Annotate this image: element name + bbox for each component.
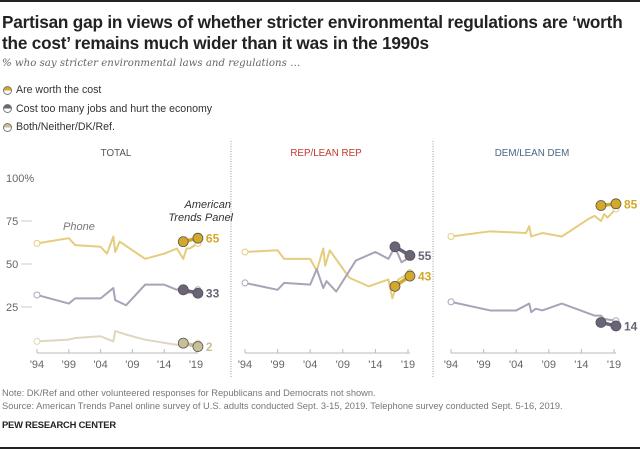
- bottom-rule: [0, 447, 640, 449]
- atp-point: [404, 270, 416, 282]
- legend-item-cost: Cost too many jobs and hurt the economy: [3, 100, 212, 119]
- x-tick-label: '94: [444, 359, 458, 371]
- x-tick-label: '19: [189, 359, 203, 371]
- x-tick-label: '09: [125, 359, 139, 371]
- end-value-label: 33: [206, 287, 220, 301]
- x-tick-label: '94: [238, 359, 252, 371]
- atp-point: [610, 198, 622, 210]
- atp-point: [389, 241, 401, 253]
- legend-label: Both/Neither/DK/Ref.: [16, 121, 115, 134]
- end-value-label: 14: [624, 319, 638, 333]
- phone-start-point: [33, 291, 41, 299]
- legend-label: Are worth the cost: [16, 84, 102, 97]
- y-tick-label: 100%: [6, 173, 34, 185]
- footnotes: Note: DK/Ref and other volunteered respo…: [2, 387, 563, 412]
- atp-point: [192, 232, 204, 244]
- phone-series-line: [244, 247, 411, 300]
- atp-point: [595, 317, 607, 328]
- half-filled-circle-icon: [3, 122, 12, 132]
- x-tick-label: '04: [303, 359, 317, 371]
- phone-series-line: [36, 283, 199, 307]
- atp-point: [610, 320, 622, 332]
- x-tick-label: '99: [62, 359, 76, 371]
- atp-point: [177, 236, 189, 248]
- phone-series-line: [36, 330, 198, 346]
- note-text: Note: DK/Ref and other volunteered respo…: [2, 388, 376, 398]
- annotation-atp: Trends Panel: [168, 212, 233, 224]
- end-value-label: 2: [206, 340, 213, 354]
- x-tick-label: '09: [336, 359, 350, 371]
- chart-subtitle: % who say stricter environmental laws an…: [2, 58, 301, 69]
- atp-point: [192, 287, 204, 299]
- phone-start-point: [33, 337, 41, 345]
- chart-title: Partisan gap in views of whether stricte…: [2, 12, 623, 53]
- x-tick-label: '99: [270, 359, 284, 371]
- atp-point: [389, 280, 401, 292]
- phone-start-point: [447, 298, 455, 306]
- panel-title: TOTAL: [101, 148, 132, 159]
- y-tick-label: 75: [6, 216, 18, 228]
- atp-point: [192, 341, 204, 352]
- x-tick-label: '04: [93, 359, 107, 371]
- atp-point: [595, 200, 607, 211]
- x-tick-label: '99: [476, 359, 490, 371]
- y-tick-label: 25: [6, 302, 18, 314]
- phone-start-point: [241, 248, 249, 256]
- brand-label: PEW RESEARCH CENTER: [2, 419, 116, 430]
- x-tick-label: '14: [157, 359, 171, 371]
- x-tick-label: '94: [30, 359, 44, 371]
- atp-point: [404, 249, 416, 261]
- source-text: Source: American Trends Panel online sur…: [2, 400, 563, 411]
- half-filled-circle-icon: [3, 104, 12, 114]
- panel-title: REP/LEAN REP: [290, 148, 362, 159]
- x-tick-label: '04: [509, 359, 523, 371]
- atp-point: [177, 284, 189, 296]
- y-tick-label: 50: [6, 259, 18, 271]
- panel-0: TOTAL '94 '99 '04 '09 '14 '19 65 33 2 Phone America…: [30, 148, 234, 371]
- legend-item-both: Both/Neither/DK/Ref.: [3, 118, 212, 137]
- x-tick-label: '14: [368, 359, 382, 371]
- x-tick-label: '14: [574, 359, 588, 371]
- phone-series-line: [450, 300, 617, 322]
- phone-series-line: [450, 208, 617, 238]
- panel-2: DEM/LEAN DEM '94 '99 '04 '09 '14 '19 85 14: [444, 148, 638, 371]
- x-tick-label: '09: [542, 359, 556, 371]
- phone-series-line: [244, 245, 411, 293]
- panel-title: DEM/LEAN DEM: [495, 148, 570, 159]
- end-value-label: 55: [418, 249, 432, 263]
- end-value-label: 43: [418, 270, 432, 284]
- x-tick-label: '19: [607, 359, 621, 371]
- phone-start-point: [241, 279, 249, 287]
- atp-point: [177, 337, 189, 349]
- top-rule: [0, 0, 640, 2]
- half-filled-circle-icon: [3, 85, 12, 95]
- x-tick-label: '19: [401, 359, 415, 371]
- annotation-atp: American: [184, 199, 231, 211]
- phone-series-line: [36, 235, 199, 260]
- end-value-label: 65: [206, 232, 220, 246]
- legend-label: Cost too many jobs and hurt the economy: [16, 102, 213, 115]
- end-value-label: 85: [624, 197, 638, 211]
- annotation-phone: Phone: [63, 221, 95, 233]
- phone-start-point: [33, 239, 41, 247]
- legend-item-worth: Are worth the cost: [3, 81, 212, 100]
- legend: Are worth the cost Cost too many jobs an…: [3, 81, 212, 137]
- phone-start-point: [447, 232, 455, 240]
- panel-1: REP/LEAN REP '94 '99 '04 '09 '14 '19 43 55: [238, 148, 432, 371]
